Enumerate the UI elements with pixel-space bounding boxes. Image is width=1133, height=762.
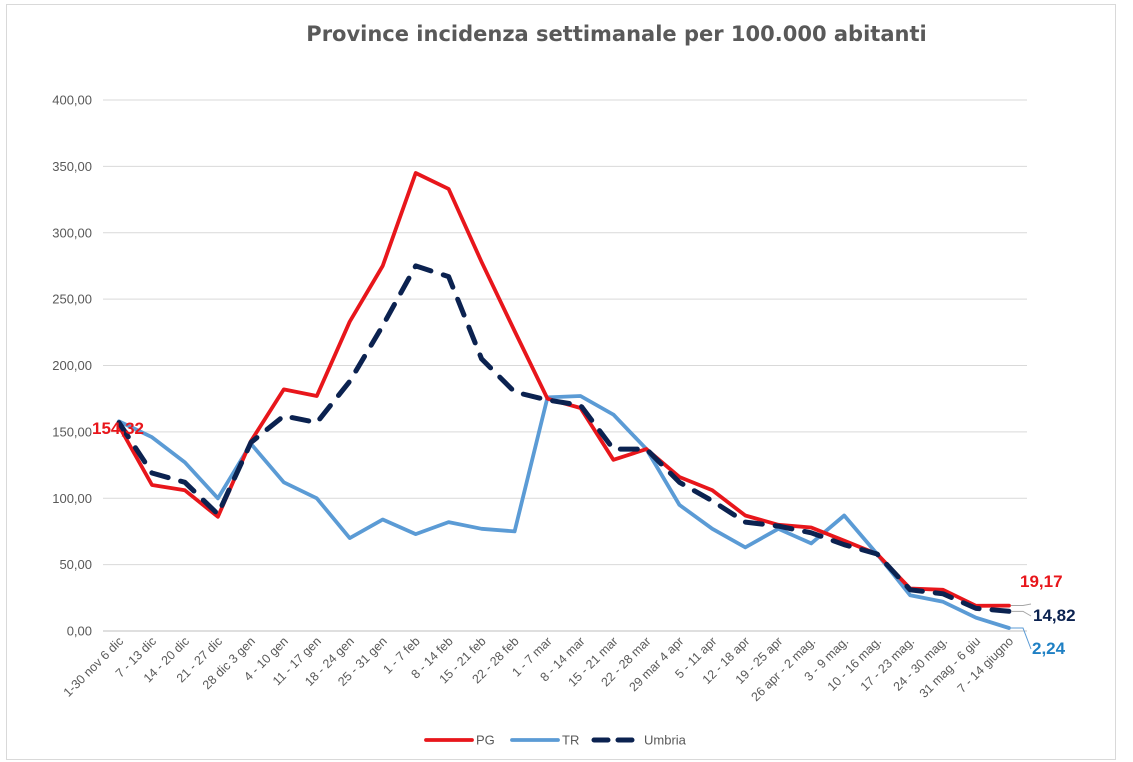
label-leader-line: [1011, 610, 1032, 617]
series-line-umbria: [116, 263, 1012, 614]
data-label: 14,82: [1033, 606, 1076, 625]
label-leader-line: [1011, 627, 1032, 650]
series-line-tr: [117, 394, 1011, 630]
y-tick-label: 50,00: [59, 557, 92, 572]
legend-label-umbria: Umbria: [644, 733, 687, 748]
data-label: 154,32: [92, 419, 144, 438]
data-label: 19,17: [1020, 572, 1063, 591]
series-lines: [116, 171, 1012, 630]
y-tick-label: 150,00: [52, 424, 92, 439]
series-line-pg: [117, 171, 1011, 608]
y-tick-label: 0,00: [67, 624, 92, 639]
legend: PG TR Umbria: [424, 733, 687, 748]
y-tick-label: 200,00: [52, 358, 92, 373]
label-leader-line: [1011, 603, 1032, 607]
y-tick-label: 300,00: [52, 225, 92, 240]
label-leaders: [1011, 603, 1032, 650]
data-label: 2,24: [1032, 639, 1066, 658]
chart-title: Province incidenza settimanale per 100.0…: [306, 22, 927, 46]
y-tick-label: 250,00: [52, 292, 92, 307]
y-tick-label: 400,00: [52, 93, 92, 108]
data-labels: 154,32 19,17 14,82 2,24: [92, 419, 1076, 658]
y-axis-ticks: 0,00 50,00 100,00 150,00 200,00 250,00 300,00 3…: [52, 93, 92, 639]
legend-label-pg: PG: [476, 733, 495, 748]
gridlines: [103, 99, 1027, 632]
chart-frame: [6, 4, 1116, 760]
y-tick-label: 100,00: [52, 491, 92, 506]
legend-label-tr: TR: [562, 733, 579, 748]
y-tick-label: 350,00: [52, 159, 92, 174]
